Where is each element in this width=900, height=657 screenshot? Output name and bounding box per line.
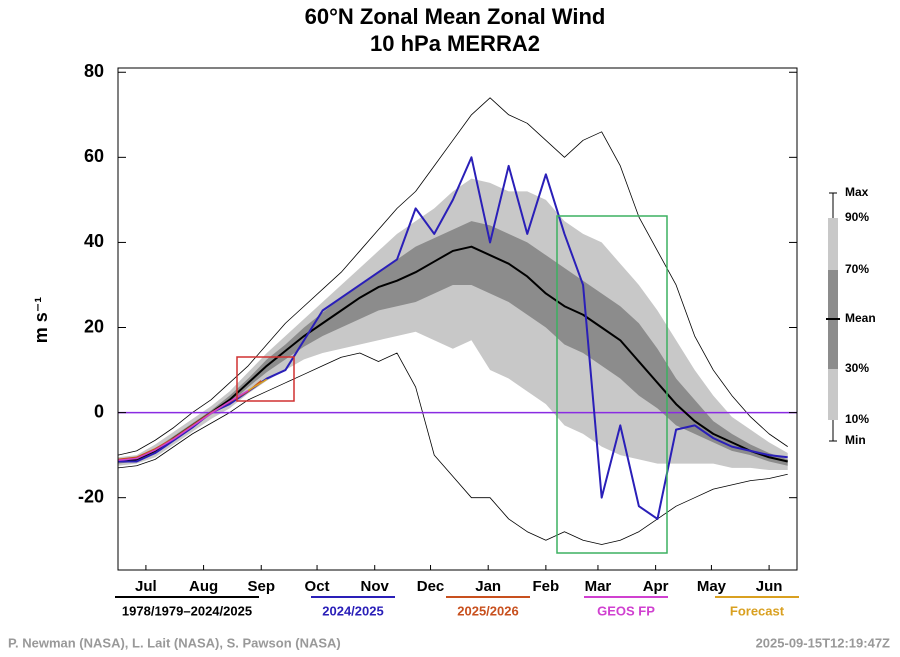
legend-label: 10% <box>845 412 869 426</box>
legend-label: 1978/1979–2024/2025 <box>122 603 252 618</box>
legend-label: Min <box>845 433 866 447</box>
legend-label: 2025/2026 <box>457 603 518 618</box>
legend-label: 2024/2025 <box>322 603 383 618</box>
highlight-box <box>556 215 668 554</box>
y-tick-label: 80 <box>84 61 104 81</box>
legend-label: 90% <box>845 210 869 224</box>
plot-area <box>117 97 797 545</box>
legend-band <box>828 218 838 270</box>
plot-frame <box>117 67 798 571</box>
timestamp: 2025-09-15T12:19:47Z <box>756 635 890 650</box>
x-tick-label: Feb <box>533 578 560 595</box>
legend-label: GEOS FP <box>597 603 655 618</box>
x-tick-label: Apr <box>643 578 669 595</box>
series-line <box>118 156 788 520</box>
x-tick-label: Dec <box>417 578 445 595</box>
legend-band <box>828 369 838 420</box>
x-tick-label: Aug <box>189 578 218 595</box>
max-line <box>117 97 788 456</box>
y-tick-label: 60 <box>84 146 104 166</box>
legend-label: Max <box>845 185 869 199</box>
percentile-band <box>118 178 788 471</box>
y-tick-label: 20 <box>84 316 104 336</box>
y-tick-label: -20 <box>78 486 104 506</box>
x-tick-label: Nov <box>361 578 390 595</box>
chart-title: 60°N Zonal Mean Zonal Wind <box>305 4 606 29</box>
legend-label: 30% <box>845 361 869 375</box>
mean-line <box>117 245 788 463</box>
x-tick-label: Jan <box>475 578 501 595</box>
y-tick-label: 40 <box>84 231 104 251</box>
x-tick-label: May <box>697 578 727 595</box>
x-tick-label: Oct <box>305 578 330 595</box>
x-tick-label: Sep <box>247 578 275 595</box>
y-tick-label: 0 <box>94 401 104 421</box>
series-line <box>247 378 268 392</box>
x-tick-label: Jul <box>135 578 157 595</box>
legend-label: 70% <box>845 262 869 276</box>
x-tick-label: Jun <box>756 578 783 595</box>
band-legend <box>826 192 840 442</box>
highlight-box <box>236 356 295 402</box>
x-tick-label: Mar <box>585 578 612 595</box>
y-axis-label: m s⁻¹ <box>31 297 51 344</box>
legend-label: Forecast <box>730 603 785 618</box>
credits: P. Newman (NASA), L. Lait (NASA), S. Paw… <box>8 635 341 650</box>
series-line <box>117 389 249 461</box>
chart-subtitle: 10 hPa MERRA2 <box>370 31 540 56</box>
legend-label: Mean <box>845 311 876 325</box>
